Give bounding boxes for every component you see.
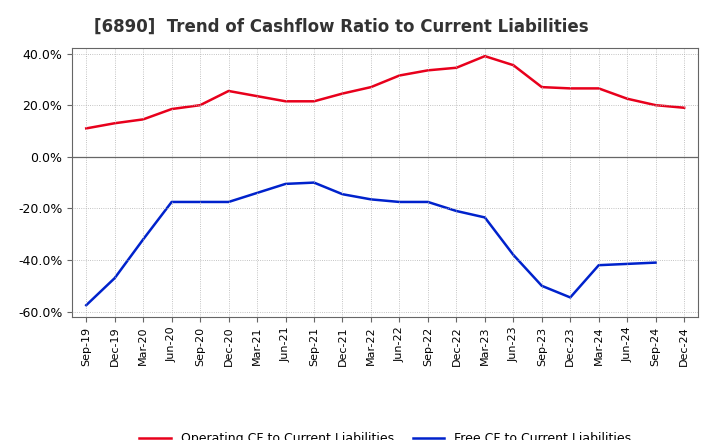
Free CF to Current Liabilities bbox=[366, 197, 375, 202]
Free CF to Current Liabilities bbox=[452, 209, 461, 214]
Operating CF to Current Liabilities bbox=[423, 68, 432, 73]
Line: Operating CF to Current Liabilities: Operating CF to Current Liabilities bbox=[86, 56, 684, 128]
Operating CF to Current Liabilities bbox=[139, 117, 148, 122]
Operating CF to Current Liabilities bbox=[452, 65, 461, 70]
Free CF to Current Liabilities bbox=[282, 181, 290, 187]
Free CF to Current Liabilities bbox=[395, 199, 404, 205]
Operating CF to Current Liabilities bbox=[366, 84, 375, 90]
Operating CF to Current Liabilities bbox=[566, 86, 575, 91]
Free CF to Current Liabilities bbox=[139, 237, 148, 242]
Operating CF to Current Liabilities bbox=[680, 105, 688, 110]
Operating CF to Current Liabilities bbox=[338, 91, 347, 96]
Operating CF to Current Liabilities bbox=[537, 84, 546, 90]
Free CF to Current Liabilities bbox=[423, 199, 432, 205]
Free CF to Current Liabilities bbox=[595, 263, 603, 268]
Operating CF to Current Liabilities bbox=[310, 99, 318, 104]
Free CF to Current Liabilities bbox=[310, 180, 318, 185]
Operating CF to Current Liabilities bbox=[167, 106, 176, 112]
Operating CF to Current Liabilities bbox=[652, 103, 660, 108]
Free CF to Current Liabilities bbox=[652, 260, 660, 265]
Free CF to Current Liabilities bbox=[338, 191, 347, 197]
Free CF to Current Liabilities bbox=[225, 199, 233, 205]
Free CF to Current Liabilities bbox=[196, 199, 204, 205]
Text: [6890]  Trend of Cashflow Ratio to Current Liabilities: [6890] Trend of Cashflow Ratio to Curren… bbox=[94, 18, 588, 36]
Free CF to Current Liabilities bbox=[110, 275, 119, 281]
Operating CF to Current Liabilities bbox=[509, 62, 518, 68]
Operating CF to Current Liabilities bbox=[395, 73, 404, 78]
Operating CF to Current Liabilities bbox=[480, 54, 489, 59]
Free CF to Current Liabilities bbox=[82, 303, 91, 308]
Operating CF to Current Liabilities bbox=[225, 88, 233, 94]
Free CF to Current Liabilities bbox=[566, 295, 575, 300]
Operating CF to Current Liabilities bbox=[253, 94, 261, 99]
Operating CF to Current Liabilities bbox=[282, 99, 290, 104]
Operating CF to Current Liabilities bbox=[196, 103, 204, 108]
Free CF to Current Liabilities bbox=[537, 283, 546, 289]
Free CF to Current Liabilities bbox=[253, 190, 261, 195]
Line: Free CF to Current Liabilities: Free CF to Current Liabilities bbox=[86, 183, 656, 305]
Free CF to Current Liabilities bbox=[480, 215, 489, 220]
Legend: Operating CF to Current Liabilities, Free CF to Current Liabilities: Operating CF to Current Liabilities, Fre… bbox=[135, 427, 636, 440]
Operating CF to Current Liabilities bbox=[623, 96, 631, 101]
Free CF to Current Liabilities bbox=[167, 199, 176, 205]
Free CF to Current Liabilities bbox=[509, 252, 518, 257]
Operating CF to Current Liabilities bbox=[82, 126, 91, 131]
Operating CF to Current Liabilities bbox=[110, 121, 119, 126]
Operating CF to Current Liabilities bbox=[595, 86, 603, 91]
